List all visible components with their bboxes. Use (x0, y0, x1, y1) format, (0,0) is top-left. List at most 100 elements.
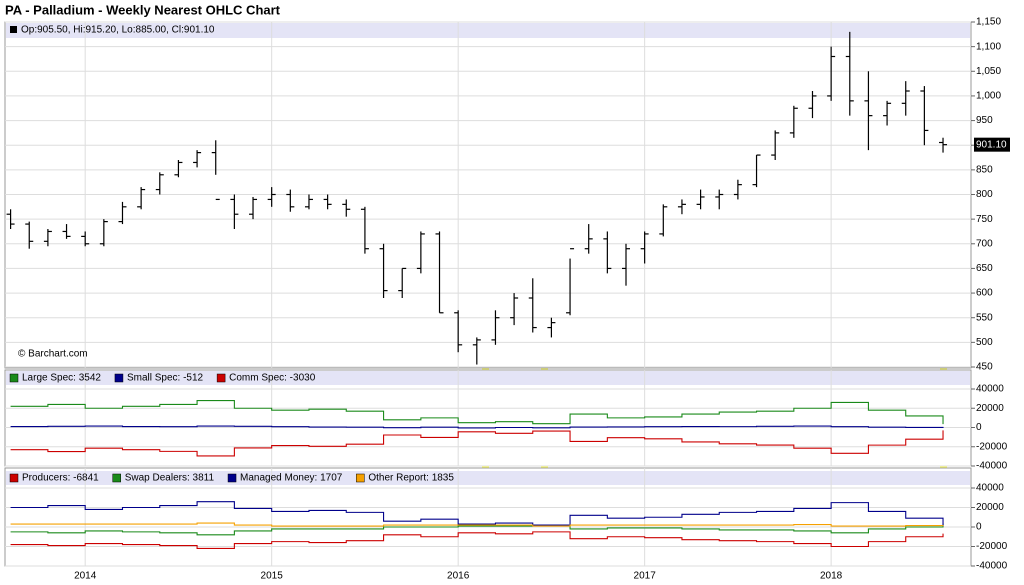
y-tick-label: 1,000 (976, 91, 1001, 102)
ohlc-bar (99, 219, 108, 247)
ohlc-bar (342, 199, 351, 217)
ohlc-bar (845, 31, 854, 116)
ohlc-bar (360, 206, 369, 254)
ohlc-bar (677, 199, 686, 215)
ohlc-bar (43, 229, 52, 247)
legend-swatch (216, 373, 226, 383)
ohlc-bar (435, 231, 444, 314)
ohlc-bar (733, 179, 742, 200)
y-tick-label: 600 (976, 288, 993, 299)
y-tick-label: 700 (976, 238, 993, 249)
ohlc-bar (454, 310, 463, 353)
y-tick-label: 0 (976, 522, 982, 533)
y-tick-label: 40000 (976, 483, 1004, 494)
legend-label: Swap Dealers: 3811 (125, 473, 215, 484)
ohlc-bar (416, 231, 425, 274)
y-tick-label: 850 (976, 164, 993, 175)
y-tick-label: 1,150 (976, 17, 1001, 28)
ohlc-bar (920, 86, 929, 146)
ohlc-bar (752, 154, 761, 188)
ohlc-bar (230, 194, 239, 229)
legend-label: Comm Spec: -3030 (229, 373, 316, 384)
ohlc-bar (659, 204, 668, 237)
legend-swatch (9, 373, 19, 383)
credit: © Barchart.com (18, 349, 88, 360)
ohlc-bar (62, 224, 71, 239)
y-tick-label: 750 (976, 214, 993, 225)
ohlc-bar (323, 194, 332, 210)
legend-swatch (356, 473, 365, 483)
legend-swatch (112, 473, 121, 483)
y-tick-label: 1,050 (976, 66, 1001, 77)
legend-label: Small Spec: -512 (127, 373, 204, 384)
ohlc-bar (398, 267, 407, 298)
series-line (10, 523, 944, 536)
legend-strip (6, 371, 970, 385)
legend-label: Producers: -6841 (22, 473, 99, 484)
ohlc-bar (118, 201, 127, 225)
x-tick-label: 2017 (634, 571, 657, 582)
ohlc-bar (808, 91, 817, 119)
ohlc-bar (25, 221, 34, 249)
ohlc-bar (510, 293, 519, 326)
legend-swatch (227, 473, 237, 483)
y-tick-label: -40000 (976, 561, 1008, 572)
ohlc-bar (696, 189, 705, 210)
chart-title: PA - Palladium - Weekly Nearest OHLC Cha… (5, 2, 281, 17)
ohlc-bar (864, 71, 873, 151)
ohlc-bar (771, 130, 780, 160)
ohlc-bar (566, 248, 575, 316)
panel-frame (4, 369, 972, 467)
y-tick-label: 20000 (976, 502, 1004, 513)
legend-label: Large Spec: 3542 (22, 373, 101, 384)
highlights (4, 21, 972, 567)
ohlc-bar (249, 196, 258, 220)
ohlc-bar (715, 189, 724, 210)
ohlc-bar (603, 231, 612, 274)
y-tick-label: 800 (976, 189, 993, 200)
x-tick-label: 2018 (820, 571, 843, 582)
ohlc-bar (193, 150, 202, 168)
ohlc-bar (939, 137, 948, 153)
ohlc-bar (267, 187, 276, 207)
legend-label: Managed Money: 1707 (240, 473, 343, 484)
y-tick-label: 40000 (976, 384, 1004, 395)
y-tick-label: -20000 (976, 441, 1008, 452)
y-tick-label: -40000 (976, 461, 1008, 472)
x-tick-label: 2015 (261, 571, 284, 582)
y-tick-label: 20000 (976, 403, 1004, 414)
ohlc-bar (528, 278, 537, 333)
ohlc-bar (789, 105, 798, 138)
series-line (10, 531, 944, 549)
ohlc-bar (472, 337, 481, 365)
info-text: Op:905.50, Hi:915.20, Lo:885.00, Cl:901.… (21, 25, 215, 36)
series-line (10, 522, 944, 527)
ohlc-bar (491, 310, 500, 345)
series-line (10, 430, 944, 457)
last-price-box (974, 137, 1010, 152)
y-tick-label: -20000 (976, 541, 1008, 552)
ohlc-bar (286, 189, 295, 212)
y-tick-label: 650 (976, 263, 993, 274)
legend-strip (6, 23, 970, 38)
ohlc-bar (155, 172, 164, 195)
ohlc-bar (640, 231, 649, 264)
series-line (10, 425, 944, 429)
y-tick-label: 950 (976, 115, 993, 126)
ohlc-bar (622, 243, 630, 286)
legend-swatch (114, 373, 124, 383)
series-line (10, 400, 944, 425)
ohlc-bar (584, 224, 593, 254)
y-tick-label: 450 (976, 362, 993, 373)
ohlc-bar (883, 100, 892, 126)
y-tick-label: 550 (976, 312, 993, 323)
ohlc-bar (81, 231, 90, 247)
ohlc-bar (6, 209, 15, 229)
ohlc-bar (304, 194, 313, 210)
series-line (10, 501, 944, 526)
info-swatch (10, 26, 17, 33)
y-tick-label: 500 (976, 337, 993, 348)
x-tick-label: 2014 (74, 571, 97, 582)
ohlc-bar (901, 81, 910, 116)
